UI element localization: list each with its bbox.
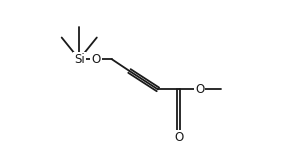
Text: O: O bbox=[91, 53, 101, 66]
Text: O: O bbox=[195, 83, 204, 96]
Text: O: O bbox=[174, 131, 183, 144]
Text: Si: Si bbox=[74, 53, 85, 66]
